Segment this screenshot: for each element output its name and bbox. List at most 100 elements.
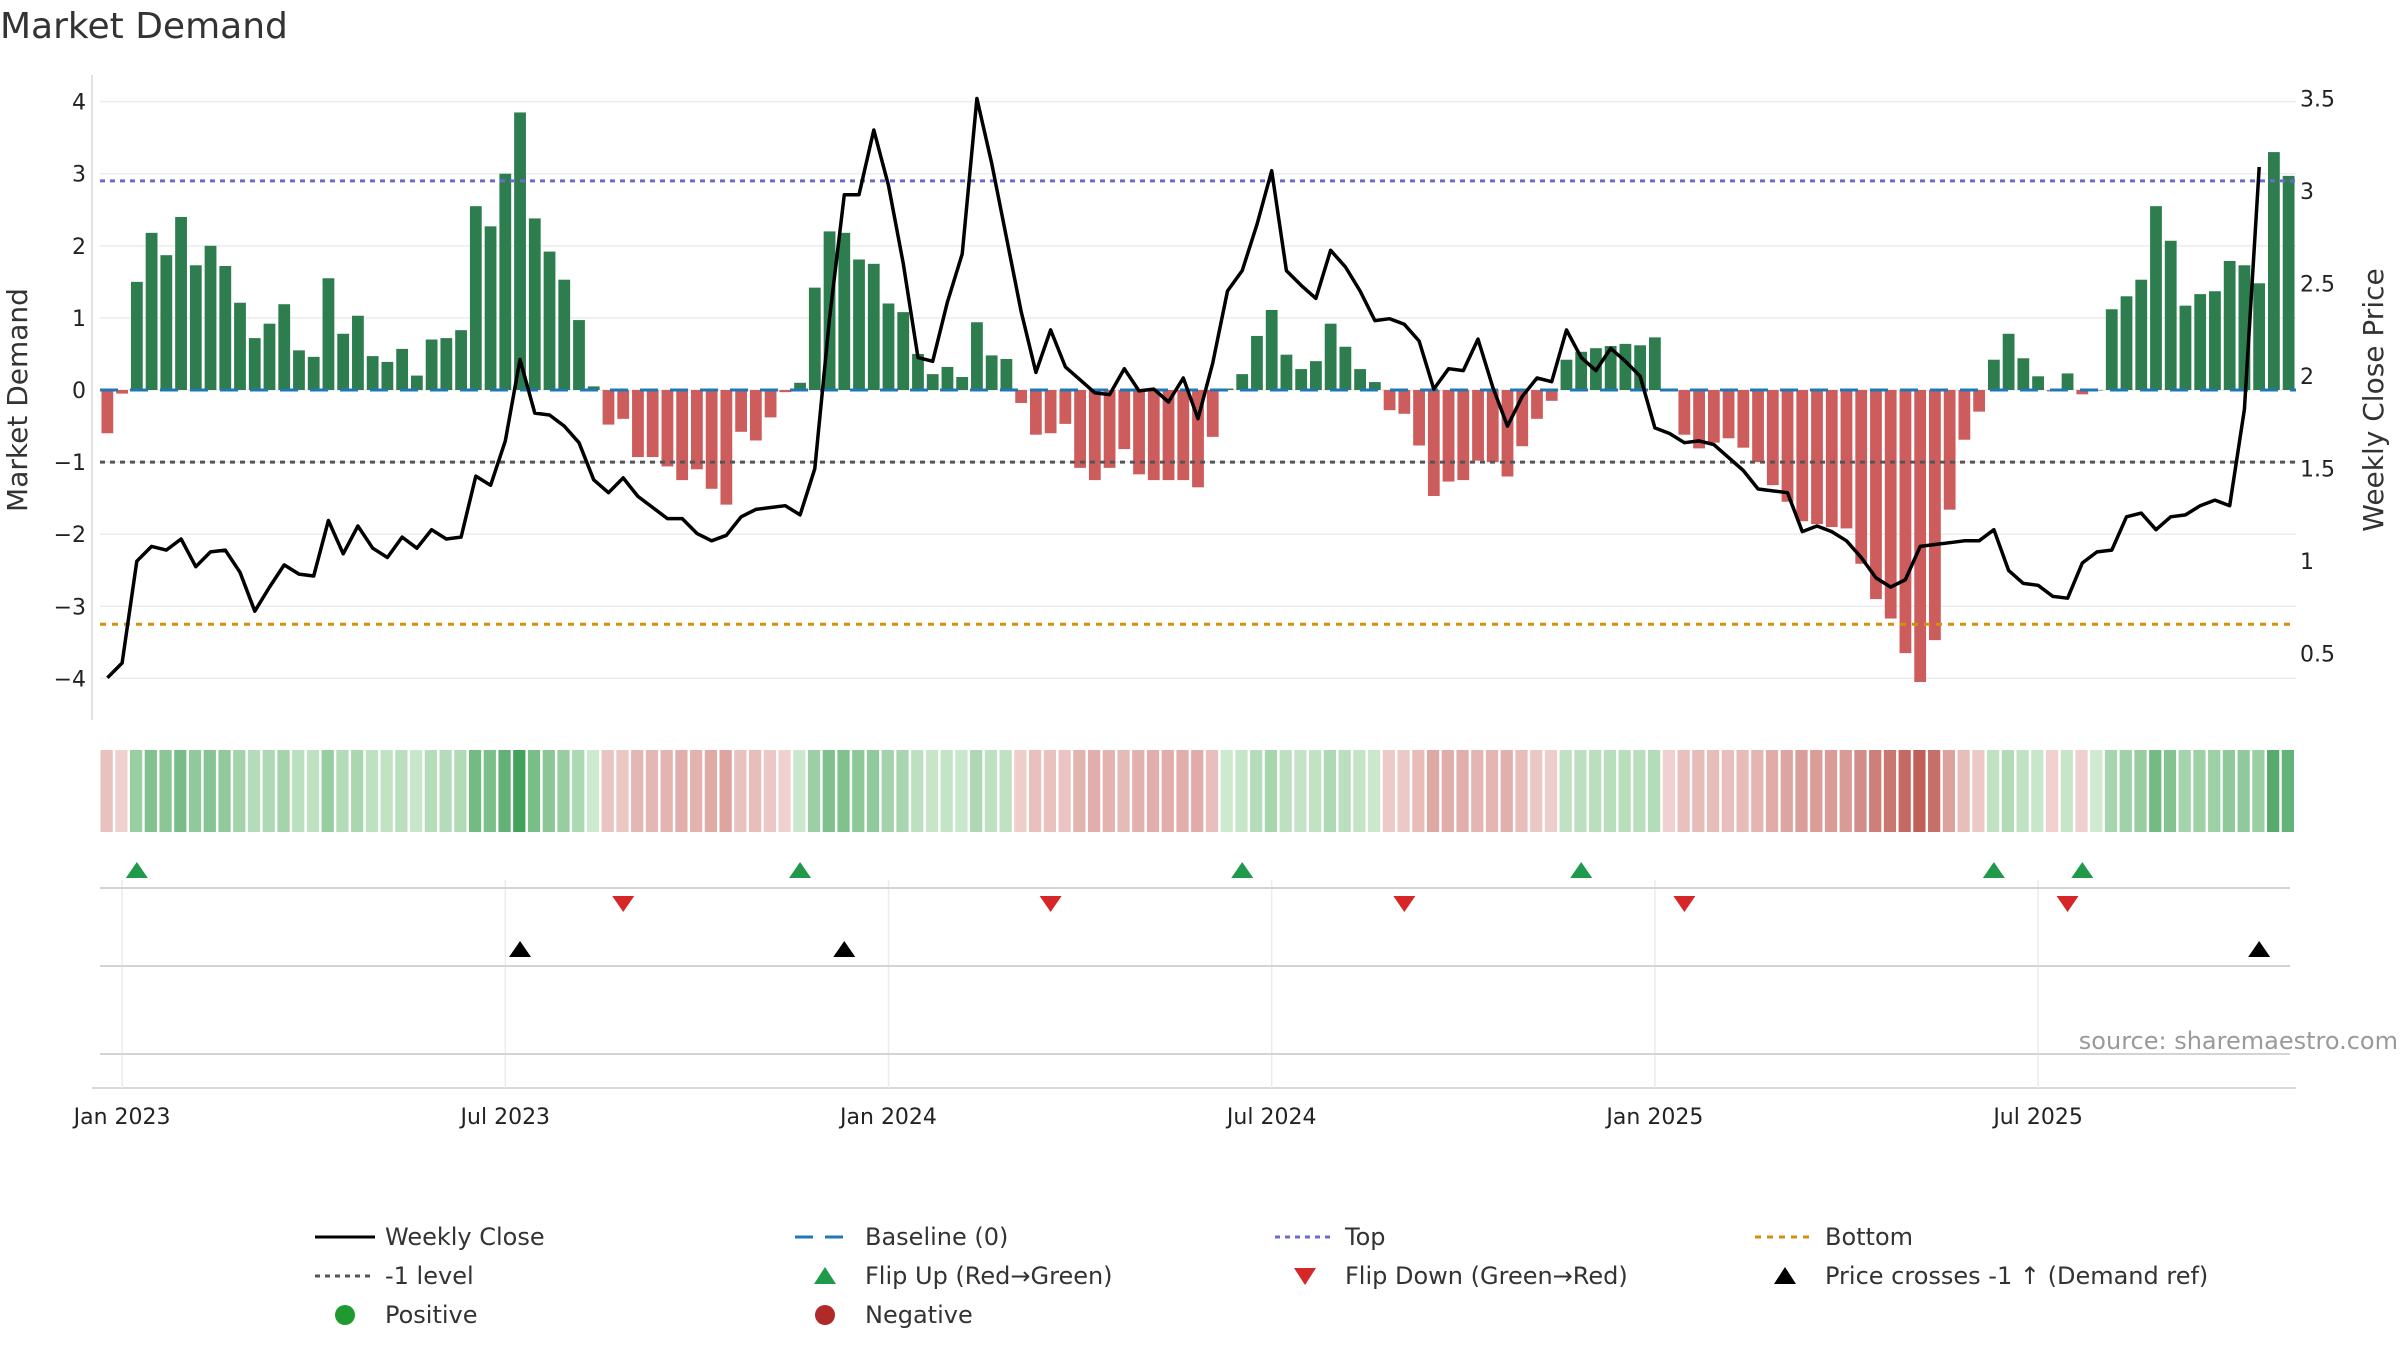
heat-cell: [793, 750, 806, 832]
heat-cell: [513, 750, 526, 832]
flip-up-marker: [1982, 862, 2005, 878]
flip-up-marker: [2071, 862, 2094, 878]
demand-bar: [1236, 374, 1249, 390]
demand-bar: [1619, 343, 1632, 390]
demand-bar: [617, 390, 630, 419]
demand-bar: [1280, 354, 1293, 390]
heat-cell: [2075, 750, 2088, 832]
demand-bar: [602, 390, 615, 425]
demand-bar: [882, 303, 895, 390]
demand-bar: [307, 356, 320, 390]
demand-bar: [1678, 390, 1691, 435]
legend-positive-icon: [335, 1305, 355, 1325]
flip-down-marker: [1673, 896, 1696, 912]
demand-bar: [1604, 346, 1617, 390]
demand-bar: [2017, 358, 2030, 390]
demand-bar: [1693, 390, 1705, 449]
heat-cell: [1087, 750, 1101, 832]
y-axis-ticks: 4 3 2 1 0 −1 −2 −3 −4: [54, 91, 86, 693]
heat-cell: [1736, 750, 1749, 832]
flip-down-marker: [2056, 896, 2079, 912]
demand-bar: [1029, 390, 1042, 435]
demand-bar: [1015, 390, 1028, 403]
heat-cell: [837, 750, 850, 832]
heat-cell: [1677, 750, 1690, 832]
demand-bar: [1781, 390, 1794, 502]
heat-cell: [778, 750, 791, 832]
heat-cell: [159, 750, 172, 832]
heat-cell: [1235, 750, 1248, 832]
demand-bar: [234, 302, 246, 390]
demand-bar: [2194, 294, 2207, 390]
demand-bar: [558, 279, 571, 390]
heat-cell: [822, 750, 835, 832]
heat-cell: [1530, 750, 1543, 832]
demand-bar: [808, 287, 821, 390]
heat-cell: [2252, 750, 2265, 832]
heat-cell: [2119, 750, 2132, 832]
heat-cell: [1618, 750, 1631, 832]
heat-cell: [631, 750, 644, 832]
demand-bar: [676, 390, 689, 481]
demand-bar: [499, 173, 512, 390]
reference-lines: [100, 179, 2296, 626]
demand-bar: [322, 278, 335, 390]
weekly-close-line: [106, 96, 2261, 680]
heat-cell: [306, 750, 320, 832]
heat-cell: [601, 750, 614, 832]
heat-cell: [115, 750, 128, 832]
demand-bar: [1752, 390, 1764, 463]
demand-bar: [1707, 390, 1720, 443]
heat-cell: [2090, 750, 2103, 832]
demand-bar: [2164, 240, 2177, 390]
heat-cell: [2045, 750, 2059, 832]
heat-cell: [866, 750, 880, 832]
demand-bar: [749, 390, 762, 441]
legend: Weekly Close Baseline (0) Top Bottom -1 leve…: [315, 1223, 2208, 1329]
heat-cell: [188, 750, 202, 832]
y-tick-label: 0: [72, 379, 86, 404]
demand-bar: [469, 206, 482, 390]
x-tick-label: Jul 2024: [1225, 1105, 1317, 1130]
demand-bar: [1162, 390, 1175, 481]
weekly-close-path: [106, 96, 2261, 680]
demand-bar: [1295, 369, 1308, 390]
legend-item-cross: Price crosses -1 ↑ (Demand ref): [1774, 1262, 2208, 1290]
heat-cell: [704, 750, 718, 832]
legend-label: Top: [1344, 1223, 1386, 1251]
demand-bar: [794, 382, 806, 390]
legend-cross-icon: [1774, 1267, 1796, 1284]
legend-item-positive: Positive: [335, 1301, 478, 1329]
legend-item-top: Top: [1275, 1223, 1386, 1251]
demand-bar: [2105, 309, 2118, 390]
flip-up-marker: [125, 862, 148, 878]
y2-tick-label: 1: [2300, 550, 2314, 575]
demand-bar: [661, 390, 674, 467]
heat-cell: [233, 750, 246, 832]
heat-cell: [1839, 750, 1852, 832]
flip-up-marker: [1570, 862, 1593, 878]
x-axis-ticks: Jan 2023 Jul 2023 Jan 2024 Jul 2024 Jan 2025…: [72, 1105, 2083, 1130]
demand-bar: [1383, 390, 1396, 411]
heat-cell: [940, 750, 953, 832]
demand-bar: [2150, 206, 2162, 390]
demand-bar: [1000, 359, 1013, 390]
heat-cell: [2134, 750, 2147, 832]
heat-cell: [2001, 750, 2014, 832]
heat-cell: [1029, 750, 1042, 832]
heat-cell: [955, 750, 968, 832]
demand-bar: [145, 232, 158, 390]
demand-bar: [1648, 337, 1661, 390]
heat-cell: [807, 750, 821, 832]
demand-bar: [1958, 390, 1971, 440]
demand-bar: [2002, 333, 2015, 390]
legend-item-close: Weekly Close: [315, 1223, 545, 1251]
demand-bar: [779, 390, 792, 393]
heat-cell: [660, 750, 673, 832]
heat-cell: [1662, 750, 1675, 832]
demand-bar: [1560, 359, 1573, 390]
demand-bar: [1251, 335, 1263, 390]
heat-cell: [1471, 750, 1484, 832]
heat-cell: [292, 750, 305, 832]
